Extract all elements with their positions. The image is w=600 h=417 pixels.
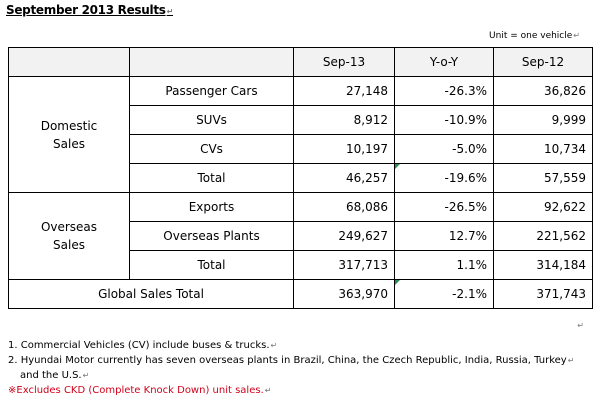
- paragraph-mark-icon: ↵: [567, 356, 575, 365]
- table-row: Domestic Sales Passenger Cars 27,148 -26.…: [8, 76, 593, 193]
- table-row: Total 46,257 -19.6% 57,559: [9, 163, 593, 193]
- row-label: Passenger Cars: [129, 76, 294, 106]
- value-sep-12: 10,734: [493, 134, 593, 164]
- value-sep-13: 10,197: [293, 134, 395, 164]
- value-yoy: 12.7%: [394, 221, 494, 251]
- value-sep-12: 221,562: [493, 221, 593, 251]
- value-sep-13: 46,257: [293, 163, 395, 193]
- value-yoy: -26.5%: [394, 192, 494, 222]
- table-row: Overseas Sales Exports 68,086 -26.5% 92,6…: [8, 192, 593, 280]
- value-yoy: 1.1%: [394, 250, 494, 280]
- row-label: Total: [129, 250, 294, 280]
- value-yoy: -26.3%: [394, 76, 494, 106]
- paragraph-mark-icon: ↵: [577, 321, 584, 330]
- value-sep-13: 317,713: [293, 250, 395, 280]
- value-sep-13: 249,627: [293, 221, 395, 251]
- value-sep-12: 9,999: [493, 105, 593, 135]
- footnote-2: 2. Hyundai Motor currently has seven ove…: [8, 355, 575, 366]
- table-row: CVs 10,197 -5.0% 10,734: [9, 134, 593, 164]
- value-sep-13: 68,086: [293, 192, 395, 222]
- value-yoy: -2.1%: [394, 279, 494, 309]
- results-table: Sep-13 Y-o-Y Sep-12 Domestic Sales Passen…: [8, 47, 593, 309]
- header-sep-13: Sep-13: [293, 47, 395, 77]
- value-yoy: -19.6%: [394, 163, 494, 193]
- row-label: Total: [129, 163, 294, 193]
- header-sep-12: Sep-12: [493, 47, 593, 77]
- paragraph-mark-icon: ↵: [270, 341, 278, 350]
- paragraph-mark-icon: ↵: [264, 386, 272, 395]
- value-yoy: -10.9%: [394, 105, 494, 135]
- value-yoy: -5.0%: [394, 134, 494, 164]
- value-sep-13: 8,912: [293, 105, 395, 135]
- value-sep-13: 363,970: [293, 279, 395, 309]
- table-row: Overseas Plants 249,627 12.7% 221,562: [9, 221, 593, 251]
- domestic-sales-group-label: Domestic Sales: [8, 76, 130, 193]
- value-sep-13: 27,148: [293, 76, 395, 106]
- value-sep-12: 57,559: [493, 163, 593, 193]
- value-sep-12: 314,184: [493, 250, 593, 280]
- global-sales-total-label: Global Sales Total: [8, 279, 294, 309]
- unit-label: Unit = one vehicle↵: [489, 31, 580, 41]
- header-blank: [8, 47, 130, 77]
- paragraph-mark-icon: ↵: [82, 371, 90, 380]
- paragraph-mark-icon: ↵: [573, 31, 580, 40]
- header-yoy: Y-o-Y: [394, 47, 494, 77]
- value-sep-12: 36,826: [493, 76, 593, 106]
- global-total-row: Global Sales Total 363,970 -2.1% 371,743: [8, 279, 593, 309]
- footnote-2-continued: and the U.S.↵: [20, 370, 90, 381]
- row-label: Overseas Plants: [129, 221, 294, 251]
- page-title: September 2013 Results↵: [6, 3, 174, 17]
- header-blank: [129, 47, 294, 77]
- value-sep-12: 371,743: [493, 279, 593, 309]
- row-label: Exports: [129, 192, 294, 222]
- paragraph-mark-icon: ↵: [166, 7, 174, 16]
- row-label: SUVs: [129, 105, 294, 135]
- footnote-ckd-exclusion: ※Excludes CKD (Complete Knock Down) unit…: [8, 385, 272, 396]
- header-row: Sep-13 Y-o-Y Sep-12: [8, 47, 593, 77]
- row-label: CVs: [129, 134, 294, 164]
- footnote-1: 1. Commercial Vehicles (CV) include buse…: [8, 340, 278, 351]
- value-sep-12: 92,622: [493, 192, 593, 222]
- table-row: SUVs 8,912 -10.9% 9,999: [9, 105, 593, 135]
- footnotes: 1. Commercial Vehicles (CV) include buse…: [8, 338, 593, 398]
- overseas-sales-group-label: Overseas Sales: [8, 192, 130, 280]
